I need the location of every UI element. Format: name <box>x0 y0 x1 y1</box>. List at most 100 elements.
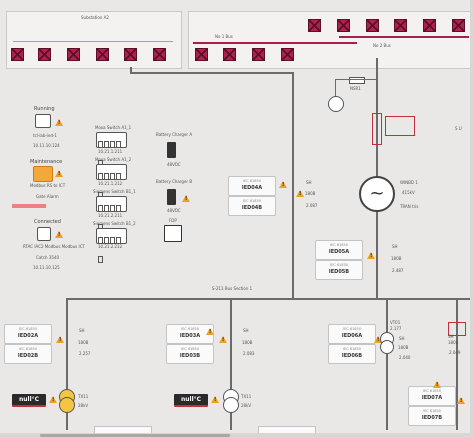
breaker-no2-3[interactable] <box>366 19 379 32</box>
warning-icon[interactable] <box>55 170 63 177</box>
breaker-cross <box>39 49 50 60</box>
breaker-a2-4[interactable] <box>96 48 109 61</box>
fire-icon[interactable] <box>164 225 182 242</box>
warning-icon[interactable] <box>182 195 190 202</box>
warning-icon[interactable] <box>56 336 64 343</box>
breaker-no1-3[interactable] <box>252 48 265 61</box>
ied-07b[interactable]: IEC 61850 IED07B <box>408 406 456 426</box>
busbar-a2 <box>13 41 173 42</box>
maintenance-note: Gate Alarm <box>36 194 59 199</box>
switch-icon[interactable] <box>96 228 127 263</box>
bus-section-line <box>66 298 471 300</box>
feeder-07-breaker-box[interactable] <box>448 322 466 336</box>
feeder-02-bot: 2.257 <box>79 351 91 356</box>
ied-02a[interactable]: IEC 61850 IED02A <box>4 324 52 344</box>
switch-name: Siemens Switch B1_1 <box>93 189 136 194</box>
breaker-cross <box>367 20 378 31</box>
battery-icon[interactable] <box>167 142 176 158</box>
main-drop-line <box>292 72 294 299</box>
breaker-a2-3[interactable] <box>67 48 80 61</box>
charger-value: 48VDC <box>167 208 181 213</box>
warning-icon[interactable] <box>55 119 63 126</box>
warning-icon[interactable] <box>206 328 214 335</box>
breaker-no2-2[interactable] <box>337 19 350 32</box>
ied-05a[interactable]: IEC 61850 IED05A <box>315 240 363 260</box>
running-addr: tcl-lab-ied-1 <box>33 133 57 138</box>
isolator-box[interactable] <box>372 113 382 145</box>
connected-note: Catch 3540 <box>36 255 59 260</box>
maintenance-device-icon[interactable] <box>33 166 53 182</box>
ied-03b[interactable]: IEC 61850 IED03B <box>166 344 214 364</box>
ied-05b[interactable]: IEC 61850 IED05B <box>315 260 363 280</box>
switch-ip: 10.21.2.211 <box>98 213 123 218</box>
warning-icon[interactable] <box>296 190 304 197</box>
ied-06b[interactable]: IEC 61850 IED06B <box>328 344 376 364</box>
no2-bus-label: No 2 Bus <box>373 43 391 48</box>
breaker-cross <box>97 49 108 60</box>
breaker-a2-6[interactable] <box>153 48 166 61</box>
switch-icon[interactable] <box>96 196 127 231</box>
warning-icon[interactable] <box>374 336 382 343</box>
generator-icon[interactable]: ~ <box>359 176 395 212</box>
warning-icon[interactable] <box>433 381 441 388</box>
horizontal-scroll-thumb[interactable] <box>40 434 230 437</box>
no1-bus-label: No 1 Bus <box>215 34 233 39</box>
warning-icon[interactable] <box>49 396 57 403</box>
breaker-cross <box>309 20 320 31</box>
feeder-05-top: SH <box>392 244 398 249</box>
battery-icon[interactable] <box>167 189 176 205</box>
maintenance-sub: Modbus RS to ICT <box>30 183 66 188</box>
breaker-a2-1[interactable] <box>11 48 24 61</box>
warning-icon[interactable] <box>279 181 287 188</box>
running-device-icon[interactable] <box>35 114 51 128</box>
ip-1: 10.11.10.124 <box>33 143 60 148</box>
feeder-04-bot: 2.087 <box>306 203 318 208</box>
substation-title: Substation A2 <box>81 15 109 20</box>
breaker-no1-2[interactable] <box>223 48 236 61</box>
ied-02b[interactable]: IEC 61850 IED02B <box>4 344 52 364</box>
connected-device-icon[interactable] <box>37 227 51 241</box>
breaker-cross <box>68 49 79 60</box>
breaker-a2-2[interactable] <box>38 48 51 61</box>
feeder-06-top: SH <box>399 336 405 341</box>
charger-value: 48VDC <box>167 162 181 167</box>
charger-name: Battery Charger B <box>156 179 193 184</box>
breaker-no2-6[interactable] <box>452 19 465 32</box>
breaker-cross <box>196 49 207 60</box>
ied-04b[interactable]: IEC 61850 IED04B <box>228 196 276 216</box>
ied-04a[interactable]: IEC 61850 IED04A <box>228 176 276 196</box>
breaker-a2-5[interactable] <box>124 48 137 61</box>
warning-icon[interactable] <box>457 397 465 404</box>
breaker-cross <box>224 49 235 60</box>
breaker-no2-5[interactable] <box>423 19 436 32</box>
feeder-line-07 <box>456 298 458 430</box>
horizontal-scrollbar[interactable] <box>0 433 474 438</box>
no2-busbar <box>339 36 469 38</box>
ied-06a[interactable]: IEC 61850 IED06A <box>328 324 376 344</box>
warning-icon[interactable] <box>219 336 227 343</box>
tx1-name: TX11 <box>78 394 89 399</box>
breaker-no2-1[interactable] <box>308 19 321 32</box>
alarm-bar <box>12 204 46 208</box>
vertical-scrollbar[interactable] <box>470 0 474 438</box>
feeder-line-06 <box>386 298 388 430</box>
breaker-cross <box>338 20 349 31</box>
generator-name: WINBD 1 <box>400 180 418 185</box>
vt-icon-lower <box>380 340 394 354</box>
breaker-no1-1[interactable] <box>195 48 208 61</box>
warning-icon[interactable] <box>211 396 219 403</box>
ied-03a[interactable]: IEC 61850 IED03A <box>166 324 214 344</box>
switch-icon[interactable] <box>96 132 127 167</box>
breaker-no2-4[interactable] <box>394 19 407 32</box>
breaker-no1-4[interactable] <box>281 48 294 61</box>
warning-icon[interactable] <box>55 231 63 238</box>
warning-icon[interactable] <box>367 252 375 259</box>
breaker-cross <box>154 49 165 60</box>
link-line-top <box>130 72 293 74</box>
ied-07a[interactable]: IEC 61850 IED07A <box>408 386 456 406</box>
tx2-value: 28kV <box>241 403 252 408</box>
generator-v2: TRAN tris <box>400 204 419 209</box>
earth-icon <box>328 96 344 112</box>
switch-icon[interactable] <box>96 164 127 199</box>
switch-name: Moxa Switch A1_2 <box>95 157 132 162</box>
